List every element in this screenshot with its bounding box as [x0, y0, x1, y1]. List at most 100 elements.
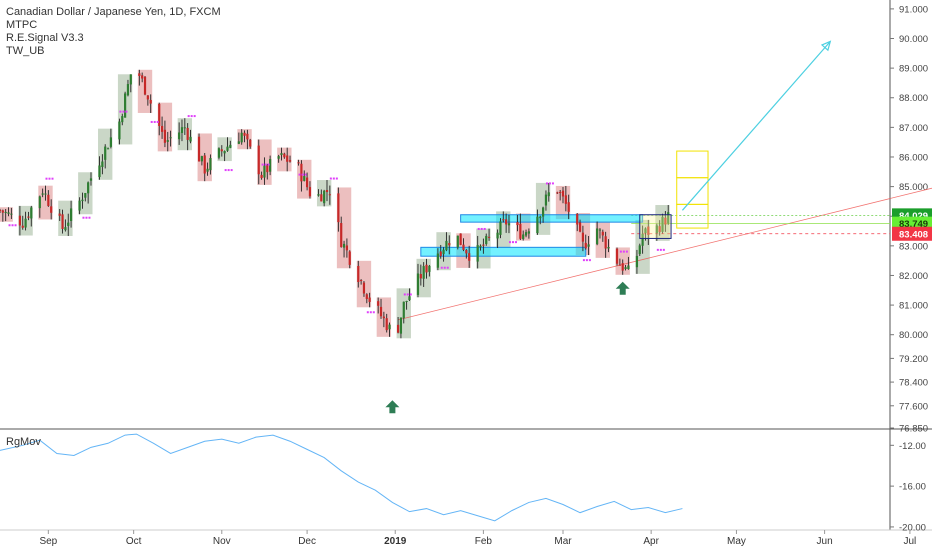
buy-signal-arrow: [385, 400, 400, 414]
candle-body: [419, 274, 422, 279]
indicator-re-signal[interactable]: R.E.Signal V3.3: [6, 32, 84, 44]
rgmov-line: [0, 433, 683, 522]
signal-dot: [582, 259, 585, 262]
candle-body: [345, 245, 349, 251]
signal-dot: [329, 177, 332, 180]
candle-body: [101, 161, 104, 168]
candle-body: [288, 160, 292, 162]
candle-body: [627, 265, 630, 270]
signal-dot: [662, 248, 665, 251]
target-arrow-line: [681, 41, 831, 211]
signal-dot: [82, 216, 85, 219]
rising-trendline: [397, 187, 932, 321]
candle-body: [121, 116, 124, 123]
candle-body: [388, 324, 391, 330]
signal-dot: [298, 173, 301, 176]
candle-body: [67, 222, 70, 226]
candle-body: [587, 244, 590, 247]
candle-body: [445, 240, 448, 251]
candle-body: [104, 146, 107, 160]
price-badge-label: 84.029: [899, 211, 928, 222]
signal-dot: [403, 293, 406, 296]
candle-body: [18, 215, 22, 226]
candle-body: [368, 297, 371, 302]
candle-body: [496, 232, 499, 239]
candle-body: [476, 245, 479, 262]
candle-body: [21, 225, 24, 228]
candle-body: [667, 212, 670, 224]
signal-dot: [85, 216, 88, 219]
candle-body: [149, 99, 152, 104]
candle-body: [428, 265, 431, 272]
candle-body: [323, 190, 326, 204]
indicator-tw-ub[interactable]: TW_UB: [6, 45, 45, 57]
signal-dot: [622, 250, 625, 253]
candle-body: [4, 211, 7, 214]
candle-body: [348, 251, 351, 265]
signal-dot: [619, 250, 622, 253]
signal-dot: [301, 173, 304, 176]
candle-body: [647, 226, 650, 235]
weekly-range-box: [277, 147, 292, 172]
candle-body: [516, 222, 519, 226]
indicator-mtpc[interactable]: MTPC: [6, 19, 38, 31]
signal-dot: [51, 177, 54, 180]
candle-body: [468, 253, 471, 261]
candle-body: [519, 223, 522, 239]
candle-body: [69, 208, 73, 221]
price-tick-label: 76.850: [899, 424, 928, 435]
time-tick-label: Apr: [643, 536, 659, 547]
candle-body: [98, 165, 101, 178]
candle-body: [442, 249, 445, 255]
target-arrow-head: [820, 40, 832, 52]
candle-body: [257, 145, 260, 175]
signal-dot: [480, 227, 483, 230]
candle-body: [604, 236, 607, 249]
candle-body: [58, 213, 61, 216]
price-tick-label: 91.000: [899, 4, 928, 15]
time-tick-label: Dec: [298, 536, 316, 547]
candle-body: [78, 200, 81, 211]
time-tick-label: Oct: [126, 536, 142, 547]
signal-dot: [11, 224, 14, 227]
candle-body: [303, 176, 306, 181]
price-tick-label: 77.600: [899, 401, 928, 412]
price-tick-label: 86.000: [899, 152, 928, 163]
candle-body: [300, 163, 303, 182]
candle-body: [226, 146, 229, 151]
candle-body: [664, 217, 667, 225]
signal-dot: [551, 182, 554, 185]
candle-body: [559, 192, 562, 194]
candle-body: [143, 76, 147, 95]
candle-body: [141, 75, 144, 79]
price-tick-label: 78.400: [899, 378, 928, 389]
signal-dot: [406, 293, 409, 296]
candle-body: [485, 235, 488, 245]
signal-dot: [14, 224, 17, 227]
candle-body: [220, 149, 223, 152]
candle-body: [7, 212, 10, 214]
chart-legend: Canadian Dollar / Japanese Yen, 1D, FXCM…: [6, 6, 221, 58]
signal-dots: [8, 110, 665, 314]
price-tick-label: 80.000: [899, 330, 928, 341]
candle-body: [362, 282, 366, 294]
candle-body: [641, 233, 644, 246]
signal-dot: [440, 266, 443, 269]
candle-body: [61, 214, 64, 229]
candle-body: [50, 206, 53, 213]
candle-body: [598, 229, 602, 231]
candle-body: [436, 253, 439, 268]
candle-body: [584, 242, 587, 249]
candle-body: [87, 182, 90, 194]
price-tick-label: 81.000: [899, 301, 928, 312]
signal-dot: [190, 115, 193, 118]
buy-signal-arrow: [615, 281, 630, 295]
candle-body: [655, 225, 658, 234]
candle-body: [146, 95, 149, 100]
candles: [0, 69, 670, 339]
candle-body: [109, 137, 112, 147]
signal-dot: [8, 224, 11, 227]
candle-body: [266, 165, 269, 173]
sub-indicator-label[interactable]: RgMov: [6, 436, 41, 448]
